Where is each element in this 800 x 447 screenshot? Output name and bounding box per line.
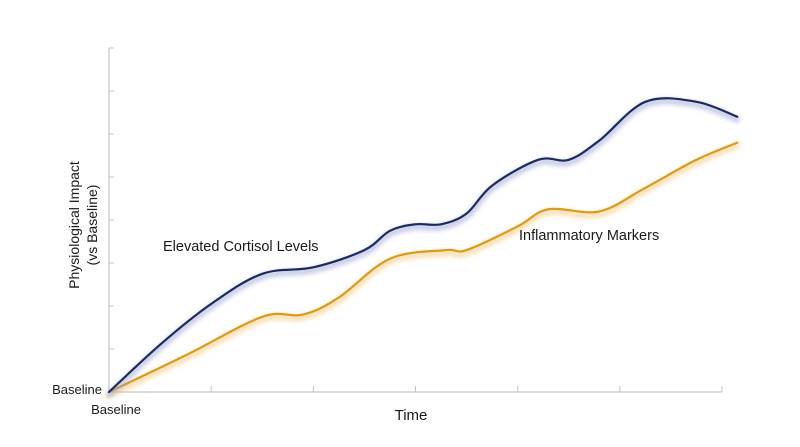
axes xyxy=(108,48,722,393)
y-axis-title-line2: (vs Baseline) xyxy=(84,185,100,266)
series-glow-cortisol xyxy=(106,98,741,398)
x-tick-label-baseline: Baseline xyxy=(91,402,141,417)
series-lines xyxy=(106,97,741,398)
y-tick-label-baseline: Baseline xyxy=(52,382,102,397)
series-glow-inflammatory xyxy=(106,142,741,398)
series-line-cortisol xyxy=(107,97,739,394)
series-label-cortisol: Elevated Cortisol Levels xyxy=(163,239,319,255)
axis-ticks xyxy=(109,47,723,392)
series-label-inflammatory: Inflammatory Markers xyxy=(519,228,659,244)
x-axis-title: Time xyxy=(395,407,428,424)
y-axis-title-line1: Physiological Impact xyxy=(66,161,82,289)
series-line-inflammatory xyxy=(107,141,739,394)
